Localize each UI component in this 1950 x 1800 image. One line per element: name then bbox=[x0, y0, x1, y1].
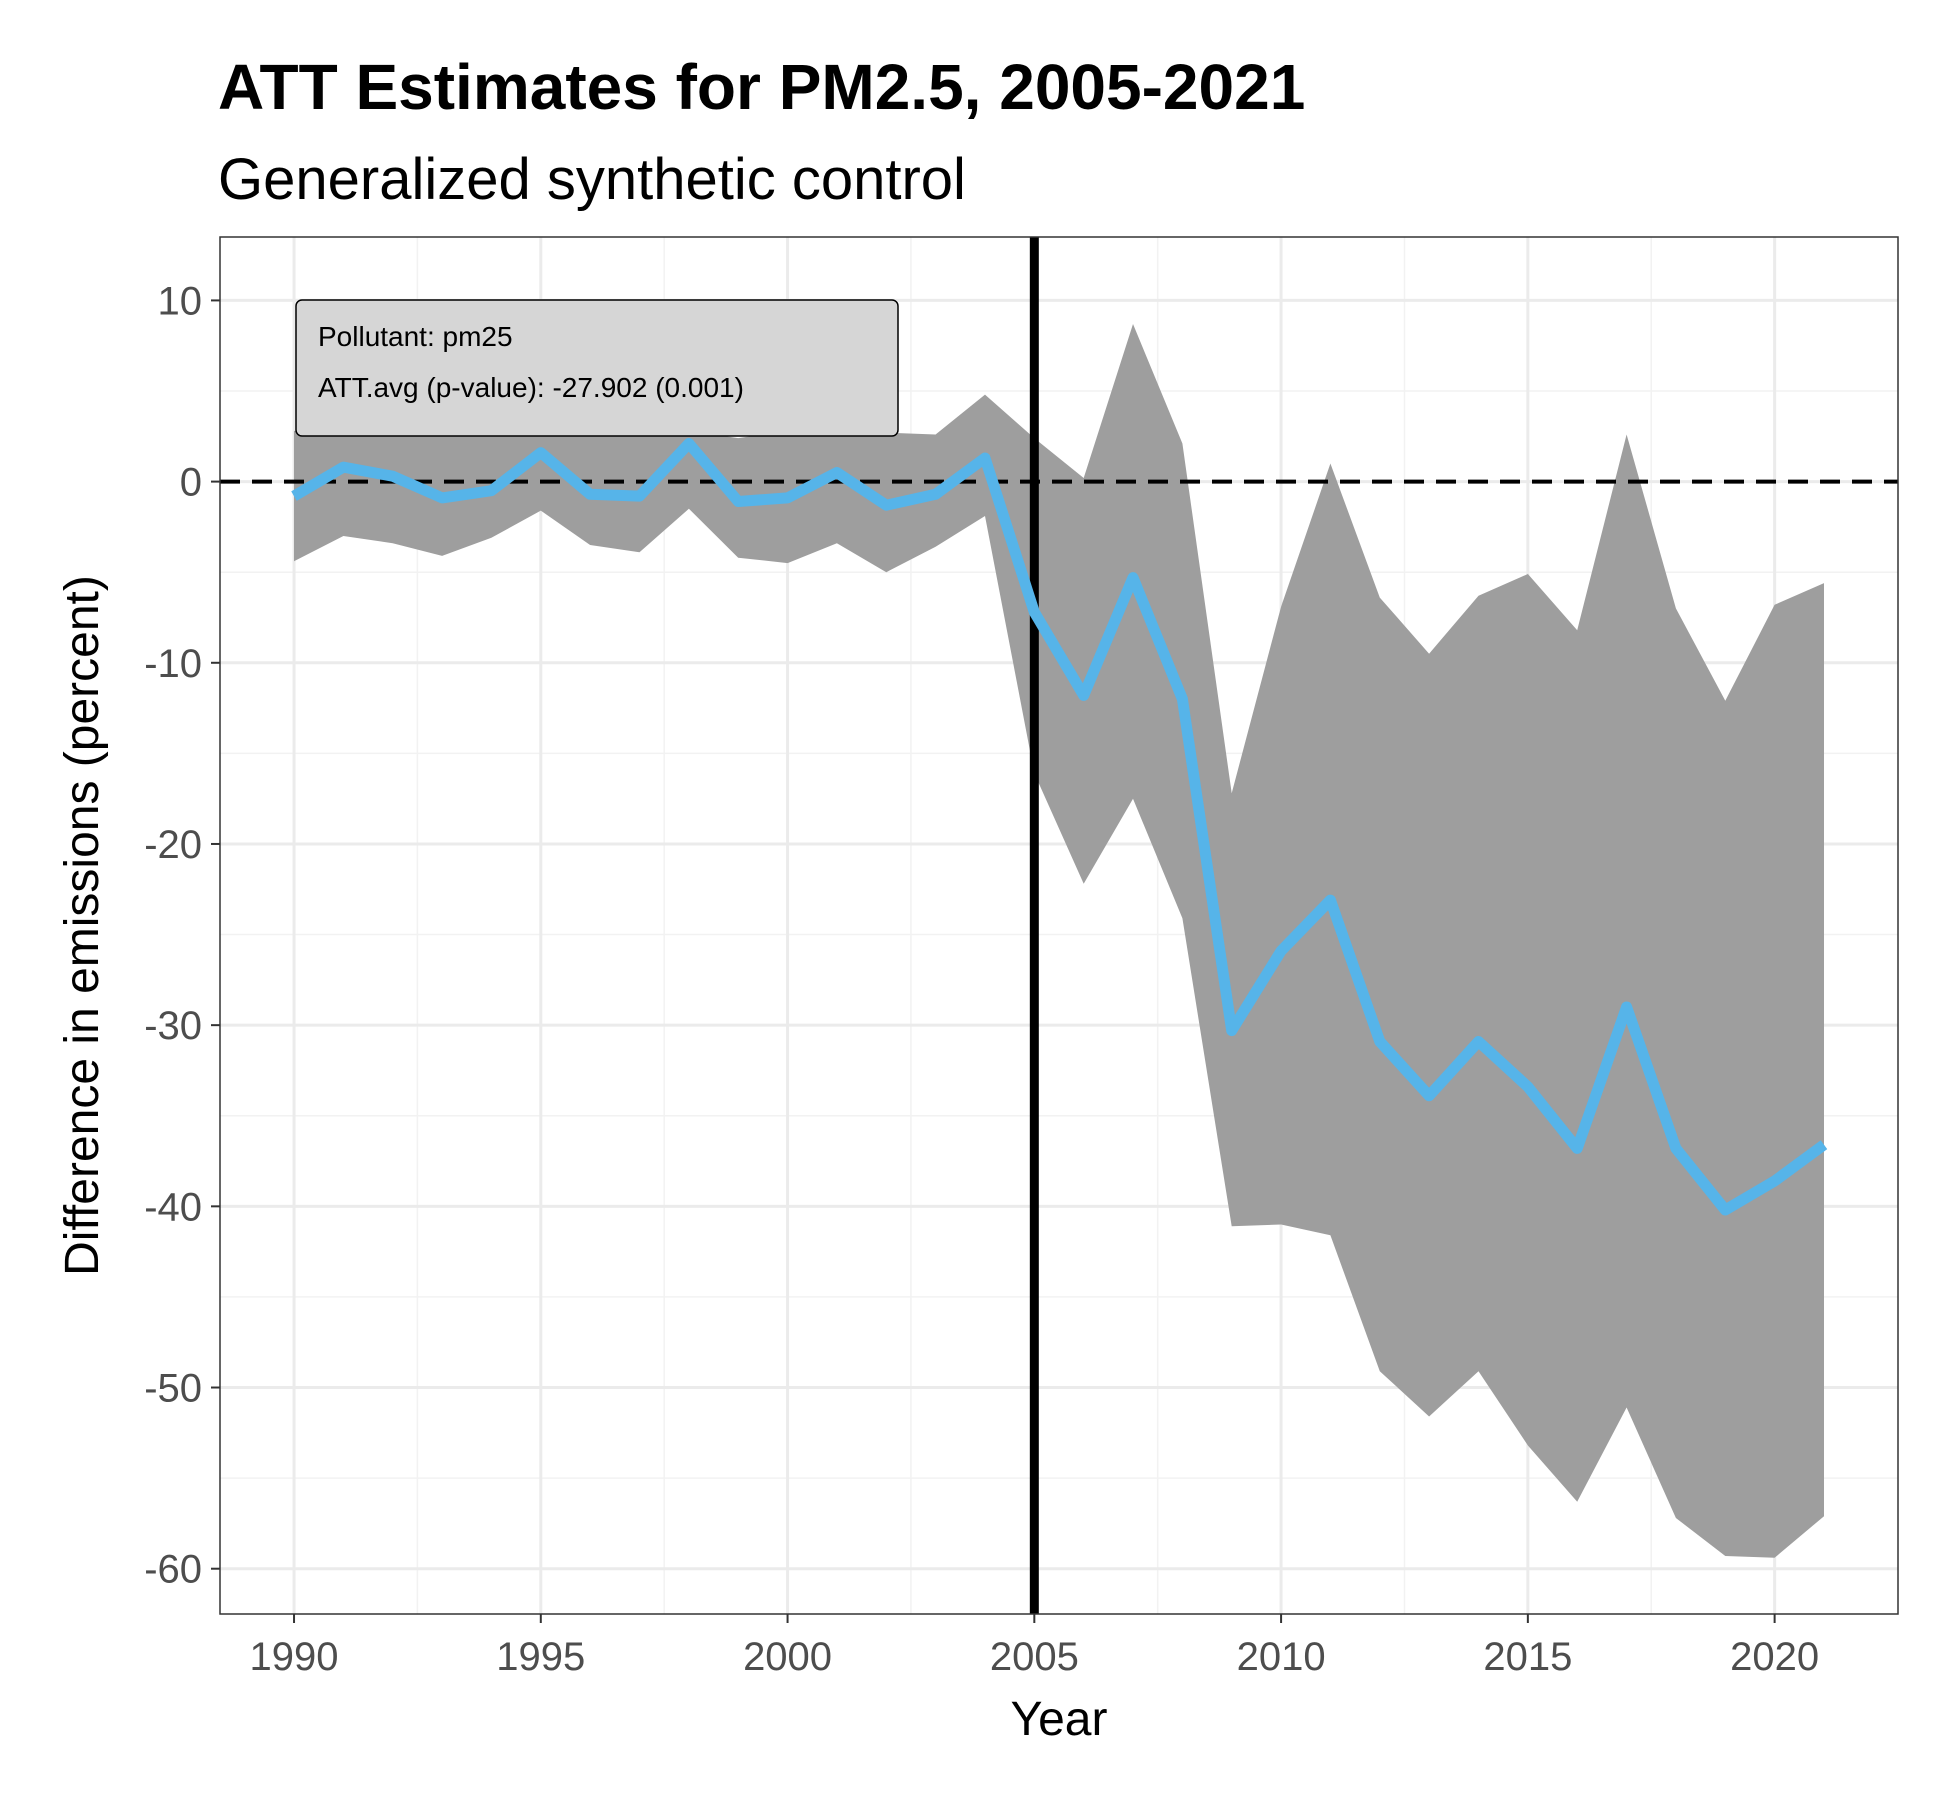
chart-subtitle: Generalized synthetic control bbox=[218, 147, 966, 212]
y-tick-label: -40 bbox=[144, 1185, 202, 1229]
x-tick-label: 2015 bbox=[1483, 1635, 1572, 1679]
x-tick-label: 1995 bbox=[496, 1635, 585, 1679]
y-axis-title: Difference in emissions (percent) bbox=[56, 575, 109, 1276]
y-tick-label: 0 bbox=[180, 461, 202, 505]
x-axis-title: Year bbox=[1011, 1693, 1108, 1746]
y-tick-label: -30 bbox=[144, 1004, 202, 1048]
y-tick-label: -20 bbox=[144, 823, 202, 867]
panel-border bbox=[219, 236, 1899, 1615]
annotation-background bbox=[295, 299, 899, 437]
y-tick-label: -50 bbox=[144, 1367, 202, 1411]
x-tick-label: 2005 bbox=[990, 1635, 1079, 1679]
annotation-pollutant-text: Pollutant: pm25 bbox=[318, 321, 513, 352]
annotation-att-text: ATT.avg (p-value): -27.902 (0.001) bbox=[318, 372, 744, 403]
x-tick-label: 2020 bbox=[1730, 1635, 1819, 1679]
y-tick-label: -10 bbox=[144, 642, 202, 686]
x-tick-label: 2010 bbox=[1237, 1635, 1326, 1679]
y-tick-label: -60 bbox=[144, 1548, 202, 1592]
x-axis: 1990 1995 2000 2005 2010 2015 2020 bbox=[250, 1614, 1819, 1679]
y-axis: 10 0 -10 -20 -30 -40 -50 -60 bbox=[144, 279, 220, 1592]
confidence-band bbox=[294, 324, 1824, 1558]
chart-title: ATT Estimates for PM2.5, 2005-2021 bbox=[218, 51, 1306, 123]
x-tick-label: 2000 bbox=[743, 1635, 832, 1679]
annotation-box: Pollutant: pm25 ATT.avg (p-value): -27.9… bbox=[295, 299, 899, 437]
att-series-line bbox=[291, 438, 1828, 1216]
y-tick-label: 10 bbox=[158, 279, 203, 323]
x-tick-label: 1990 bbox=[250, 1635, 339, 1679]
